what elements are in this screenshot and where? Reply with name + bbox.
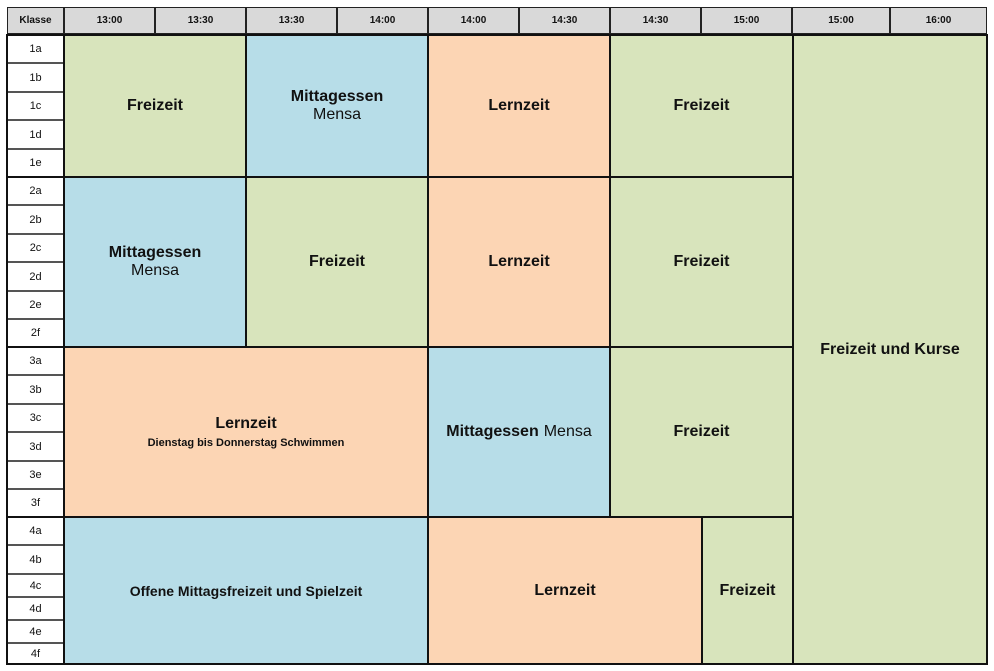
row-label: 4f <box>7 643 64 664</box>
block-freizeit: Freizeit <box>609 346 794 518</box>
block-label: Lernzeit <box>488 253 550 270</box>
block-offene-mittagsfreizeit: Offene Mittagsfreizeit und Spielzeit <box>63 516 429 665</box>
block-label: Lernzeit <box>215 415 277 432</box>
block-label: Lernzeit <box>534 581 596 599</box>
block-freizeit: Freizeit <box>609 176 794 348</box>
block-label: Freizeit <box>673 97 730 114</box>
header-klasse: Klasse <box>7 7 64 34</box>
row-label: 1b <box>7 63 64 92</box>
row-label: 1e <box>7 149 64 177</box>
row-label: 3d <box>7 432 64 461</box>
block-mittagessen: Mittagessen Mensa <box>427 346 611 518</box>
block-label: Freizeit <box>126 97 183 114</box>
header-time: 16:00 <box>890 7 987 34</box>
block-sublabel: Mensa <box>543 423 592 440</box>
row-label: 2a <box>7 177 64 205</box>
header-time: 14:00 <box>337 7 428 34</box>
block-mittagessen: Mittagessen Mensa <box>245 34 429 178</box>
row-label: 3b <box>7 375 64 404</box>
block-freizeit: Freizeit <box>245 176 429 348</box>
block-label: Freizeit <box>308 253 365 270</box>
block-mittagessen: Mittagessen Mensa <box>63 176 247 348</box>
row-label: 2b <box>7 205 64 234</box>
row-label: 3e <box>7 461 64 489</box>
row-label: 3a <box>7 347 64 375</box>
block-label: Offene Mittagsfreizeit und Spielzeit <box>129 582 363 599</box>
block-sublabel: Mensa <box>130 262 180 279</box>
row-label: 2e <box>7 291 64 319</box>
block-label: Freizeit <box>719 581 776 599</box>
block-sublabel: Mensa <box>312 106 362 123</box>
row-label: 4c <box>7 574 64 597</box>
block-label: Freizeit <box>673 423 730 440</box>
block-label: Lernzeit <box>488 97 550 114</box>
header-time: 13:30 <box>155 7 246 34</box>
row-label: 4d <box>7 597 64 620</box>
block-freizeit: Freizeit <box>701 516 794 665</box>
row-label: 4e <box>7 620 64 643</box>
header-time: 15:00 <box>701 7 792 34</box>
block-lernzeit-schwimmen: Lernzeit Dienstag bis Donnerstag Schwimm… <box>63 346 429 518</box>
header-time: 14:30 <box>519 7 610 34</box>
header-time: 14:30 <box>610 7 701 34</box>
block-note: Dienstag bis Donnerstag Schwimmen <box>147 437 345 449</box>
block-label: Mittagessen <box>290 88 384 105</box>
row-label: 1d <box>7 120 64 149</box>
header-time: 13:00 <box>64 7 155 34</box>
block-label: Freizeit <box>673 253 730 270</box>
block-lernzeit: Lernzeit <box>427 34 611 178</box>
block-freizeit: Freizeit <box>63 34 247 178</box>
header-time: 13:30 <box>246 7 337 34</box>
row-label: 4b <box>7 545 64 574</box>
row-label: 1c <box>7 92 64 120</box>
block-lernzeit: Lernzeit <box>427 176 611 348</box>
header-time: 14:00 <box>428 7 519 34</box>
row-label: 1a <box>7 35 64 63</box>
row-label: 4a <box>7 517 64 545</box>
header-time: 15:00 <box>792 7 890 34</box>
block-label: Mittagessen <box>446 423 539 440</box>
block-label: Mittagessen <box>108 244 202 261</box>
row-label: 3c <box>7 404 64 432</box>
block-freizeit: Freizeit <box>609 34 794 178</box>
block-label: Freizeit und Kurse <box>820 340 960 358</box>
block-lernzeit: Lernzeit <box>427 516 703 665</box>
row-label: 2f <box>7 319 64 347</box>
block-freizeit-und-kurse: Freizeit und Kurse <box>792 34 988 665</box>
row-label: 2d <box>7 262 64 291</box>
row-label: 3f <box>7 489 64 517</box>
row-label: 2c <box>7 234 64 262</box>
